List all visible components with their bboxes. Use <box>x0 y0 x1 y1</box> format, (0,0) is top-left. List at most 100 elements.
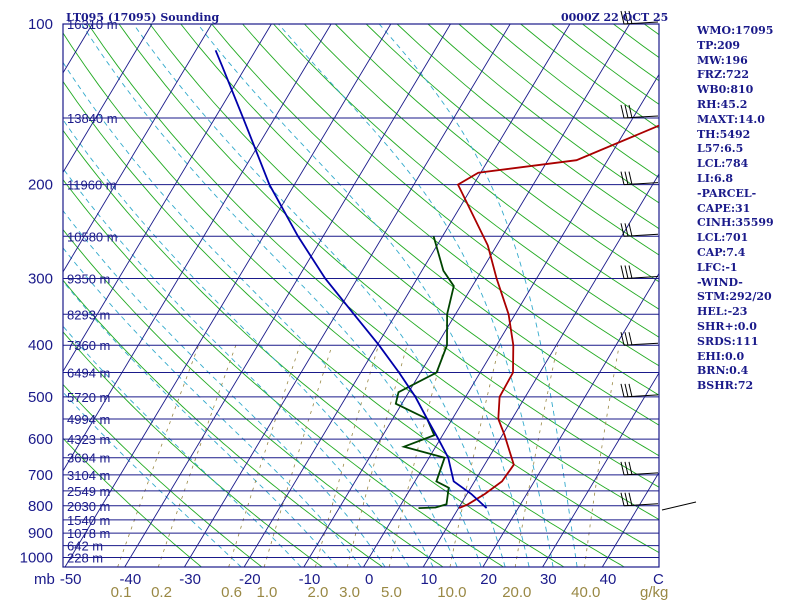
mixing-ratio-line <box>157 345 237 568</box>
pressure-unit-label: mb <box>34 571 55 588</box>
isotherm-line <box>62 23 93 74</box>
pressure-tick-label: 1000 <box>20 550 53 567</box>
height-label: 228 m <box>67 551 103 566</box>
index-item: TP:209 <box>697 38 741 52</box>
wind-barb <box>620 171 659 186</box>
mixing-ratio-line <box>346 345 408 568</box>
moist-adiabat <box>62 326 302 568</box>
moist-adiabat <box>62 210 386 568</box>
parcel-line <box>214 49 488 509</box>
mixing-ratio-tick-label: 1.0 <box>257 584 278 600</box>
height-label: 5720 m <box>67 390 110 405</box>
height-label: 8293 m <box>67 307 110 322</box>
mixing-ratio-tick-label: 20.0 <box>502 584 531 600</box>
dry-adiabat <box>644 23 660 35</box>
index-item: WB0:810 <box>697 83 754 97</box>
temperature-tick-label: 40 <box>600 571 617 588</box>
isobars <box>62 23 660 568</box>
isotherm-line <box>62 23 153 173</box>
dry-adiabat <box>62 130 565 568</box>
moist-adiabat <box>81 23 482 568</box>
dry-adiabat <box>62 32 660 553</box>
moist-adiabat <box>278 23 554 567</box>
dry-adiabat <box>62 384 263 568</box>
isotherm-line <box>64 23 392 568</box>
index-item: HEL:-23 <box>697 305 748 319</box>
pressure-tick-label: 400 <box>28 337 53 354</box>
wind-barb <box>620 332 659 346</box>
mixing-ratio-tick-label: 5.0 <box>381 584 402 600</box>
wind-barb <box>620 223 659 237</box>
index-item: LFC:-1 <box>697 260 738 274</box>
dry-adiabat <box>520 23 660 129</box>
index-item: CINH:35599 <box>697 216 774 230</box>
index-item: STM:292/20 <box>697 290 772 304</box>
height-label: 1078 m <box>67 526 110 541</box>
pressure-tick-label: 600 <box>28 431 53 448</box>
temperature-unit-label: C <box>653 571 664 588</box>
moist-adiabat <box>62 119 434 568</box>
temperature-tick-label: -10 <box>299 571 321 588</box>
dry-adiabats <box>62 23 660 568</box>
height-label: 2030 m <box>67 499 110 514</box>
index-item: RH:45.2 <box>697 97 748 111</box>
mixing-ratio-tick-label: 0.1 <box>111 584 132 600</box>
dry-adiabat <box>242 23 660 367</box>
height-label: 13840 m <box>67 111 118 126</box>
height-label: 3104 m <box>67 468 110 483</box>
dry-adiabat <box>396 23 660 230</box>
index-item: FRZ:722 <box>697 68 750 82</box>
wind-barb <box>620 265 659 280</box>
index-item: LCL:701 <box>697 231 749 245</box>
pressure-tick-label: 300 <box>28 271 53 288</box>
dry-adiabat <box>62 81 625 568</box>
index-item: MW:196 <box>697 53 748 67</box>
temperature-tick-label: 20 <box>480 571 497 588</box>
index-item: BSHR:72 <box>697 379 754 393</box>
temperature-tick-label: -50 <box>60 571 82 588</box>
isotherm-line <box>184 23 511 568</box>
height-label: 10580 m <box>67 229 118 244</box>
height-label: 2549 m <box>67 484 110 499</box>
isotherm-line <box>62 23 213 273</box>
wind-barb <box>620 10 659 25</box>
dry-adiabat <box>149 23 660 457</box>
temperature-tick-label: -20 <box>239 571 261 588</box>
dry-adiabat <box>582 23 660 82</box>
dry-adiabat <box>62 179 504 568</box>
dry-adiabat <box>118 23 660 488</box>
dry-adiabat <box>273 23 660 338</box>
indices-panel: WMO:17095 TP:209 MW:196 FRZ:722 WB0:810 RH:45… <box>697 24 797 394</box>
moist-adiabats <box>62 23 578 568</box>
sounding-series <box>214 49 660 509</box>
index-item: CAP:7.4 <box>697 245 746 259</box>
moist-adiabat <box>62 281 338 568</box>
index-item: CAPE:31 <box>697 201 751 215</box>
storm-motion-vector <box>661 501 697 511</box>
mixing-ratio-line <box>228 345 301 568</box>
wind-barb <box>620 383 659 398</box>
index-item: -WIND- <box>697 275 743 289</box>
isotherm-line <box>363 74 660 568</box>
isotherm-line <box>62 23 272 372</box>
mixing-ratio-lines <box>117 345 620 568</box>
chart-time: 0000Z 22 OCT 25 <box>561 11 668 24</box>
mixing-ratio-tick-label: 0.2 <box>151 584 172 600</box>
index-item: SRDS:111 <box>697 334 759 348</box>
moist-adiabat <box>133 23 506 568</box>
dry-adiabat <box>180 23 660 426</box>
axis-labels: LT095 (17095) Sounding 0000Z 22 OCT 25 m… <box>20 11 669 600</box>
pressure-tick-label: 500 <box>28 389 53 406</box>
pressure-tick-label: 700 <box>28 467 53 484</box>
height-label: 4994 m <box>67 412 110 427</box>
isotherm-line <box>303 23 630 568</box>
mixing-ratio-tick-label: 3.0 <box>339 584 360 600</box>
index-item: WMO:17095 <box>697 24 774 37</box>
index-item: EHI:0.0 <box>697 349 745 363</box>
mixing-ratio-tick-label: 2.0 <box>308 584 329 600</box>
height-label: 4323 m <box>67 432 110 447</box>
mixing-ratio-line <box>449 345 500 568</box>
temperature-tick-label: 0 <box>365 571 373 588</box>
isotherm-line <box>243 23 571 568</box>
pressure-tick-label: 200 <box>28 177 53 194</box>
